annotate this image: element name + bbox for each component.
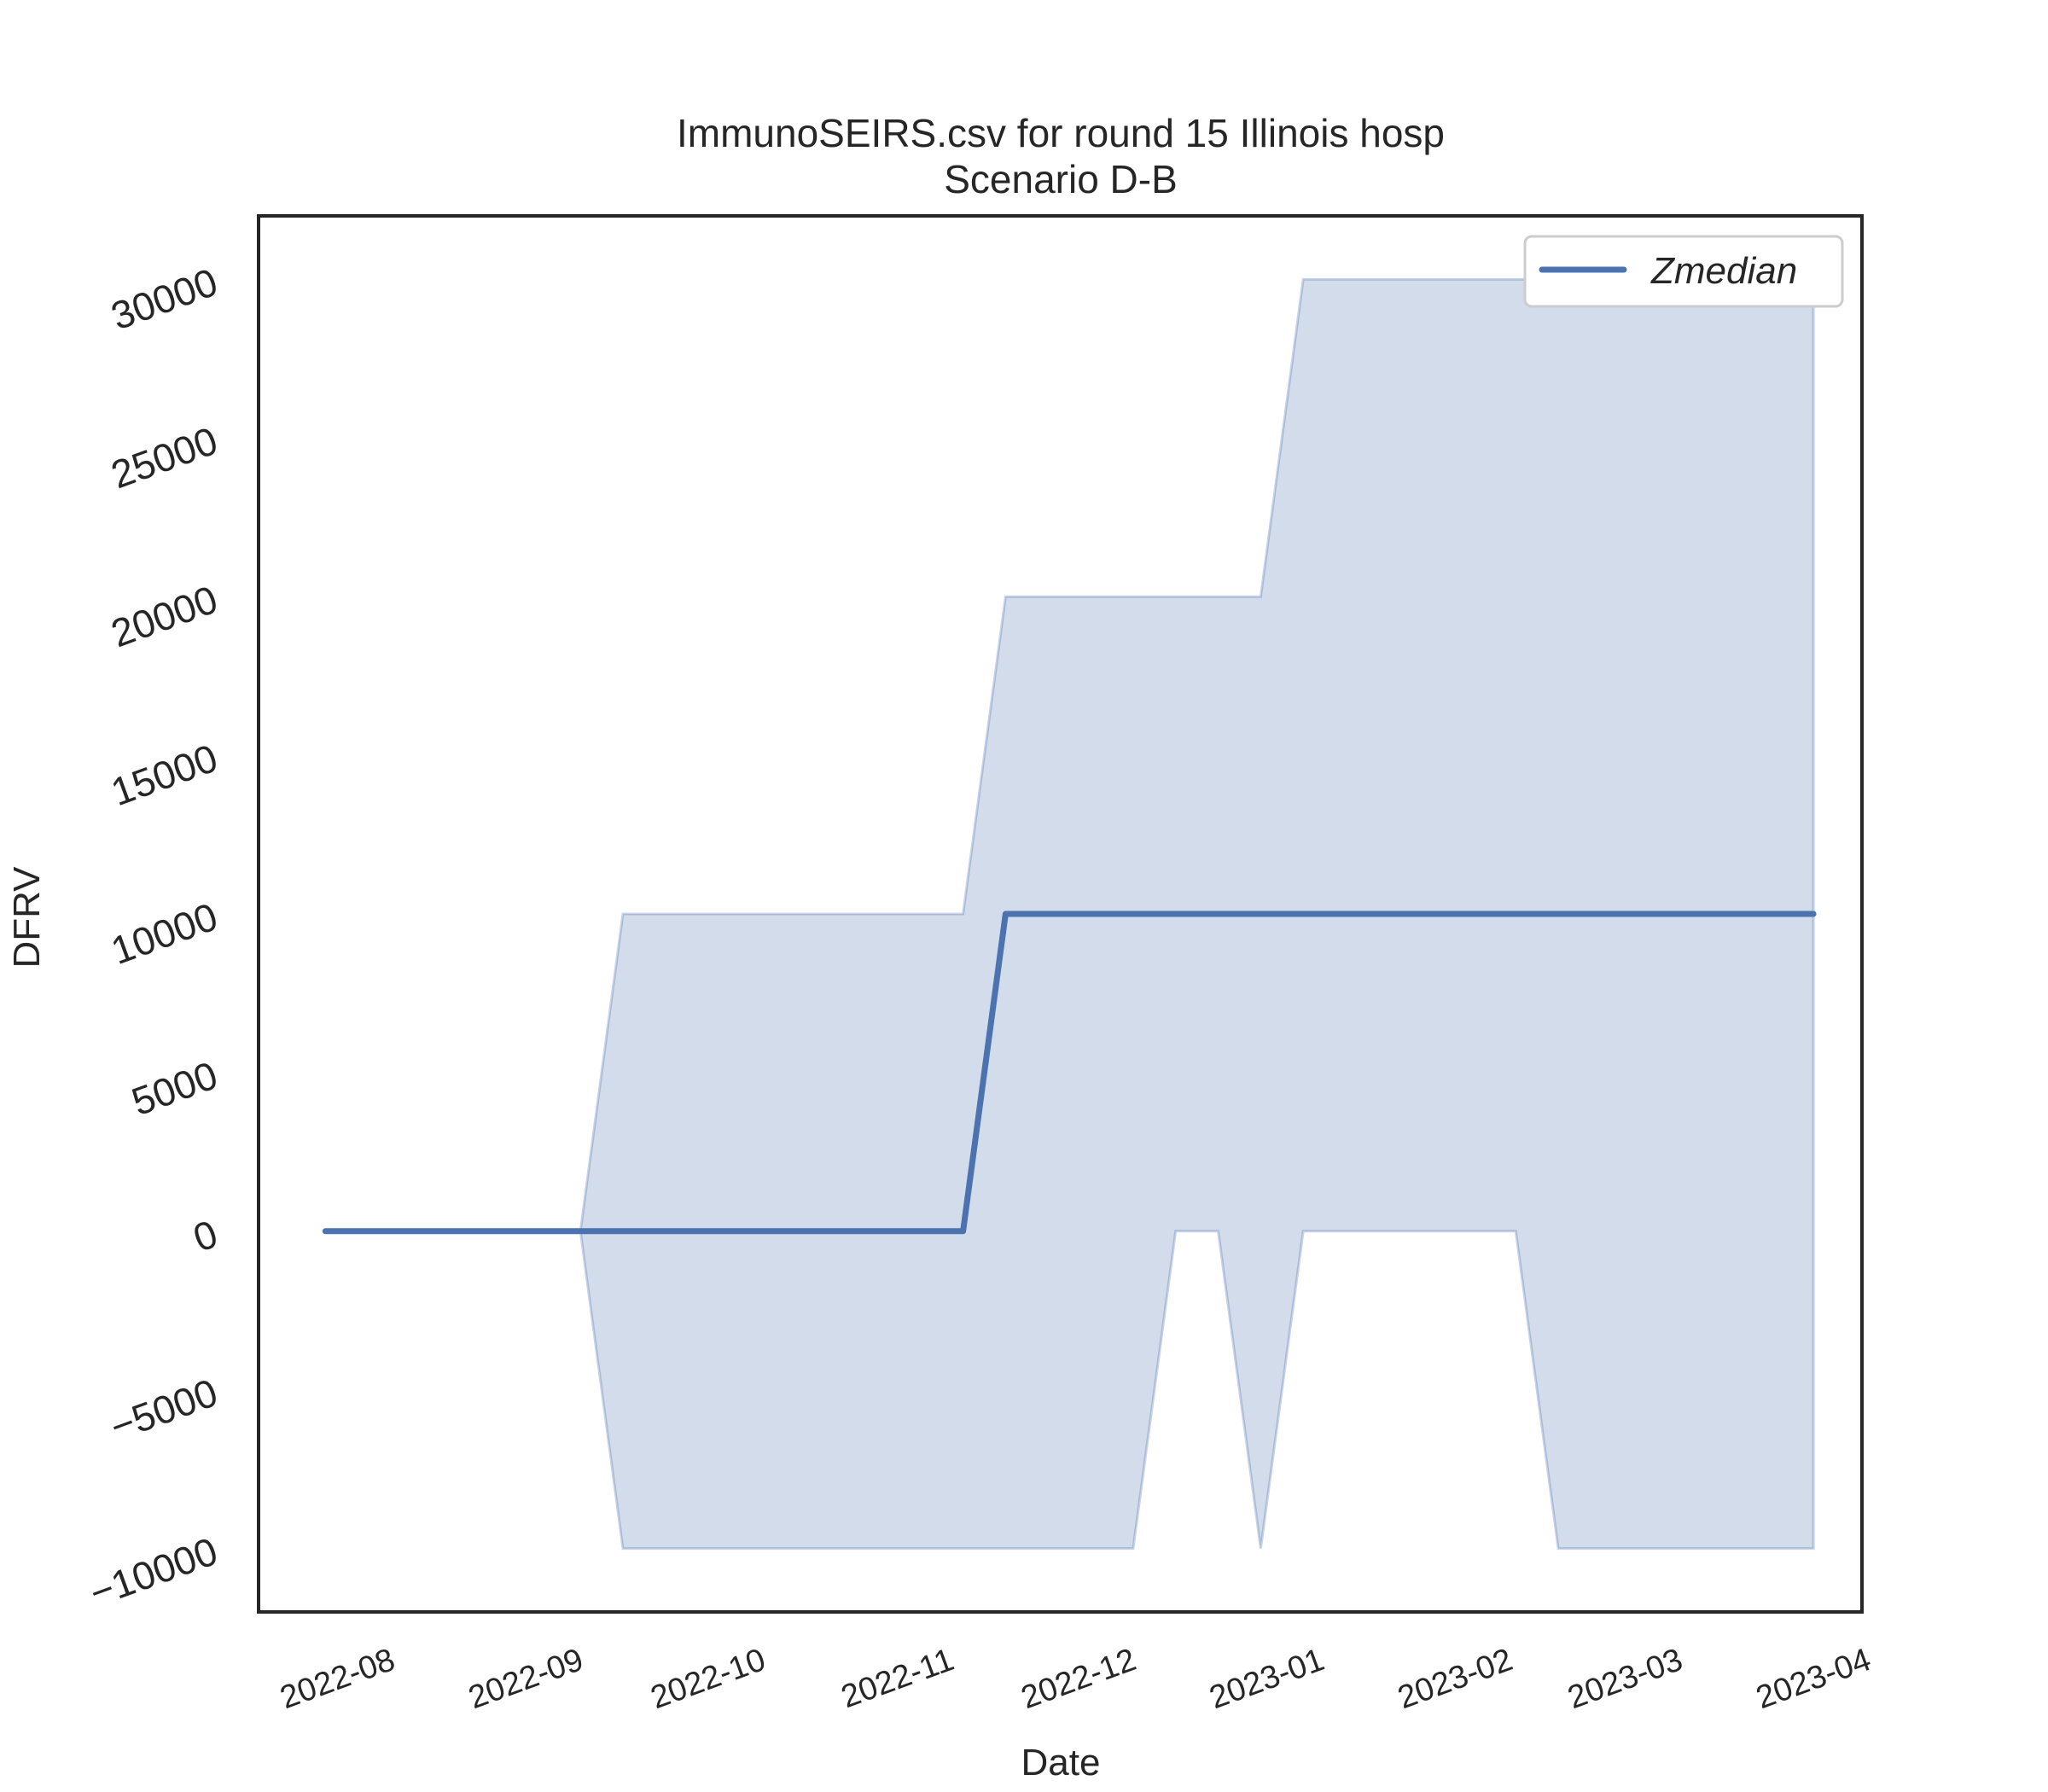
- y-axis-ticks: −10000 −5000 0 5000 10000 15000 20000 25000 3000…: [84, 259, 223, 1615]
- x-tick-label: 2022-08: [276, 1642, 399, 1716]
- x-axis-label: Date: [1021, 1742, 1101, 1783]
- x-tick-label: 2022-12: [1016, 1642, 1140, 1716]
- x-axis-ticks: 2022-08 2022-09 2022-10 2022-11 2022-12 2023-…: [276, 1642, 1876, 1716]
- plot-frame: [257, 214, 1864, 1614]
- x-tick-label: 2023-04: [1752, 1642, 1876, 1716]
- x-tick-label: 2022-10: [646, 1642, 770, 1716]
- x-tick-label: 2023-02: [1393, 1642, 1517, 1716]
- y-tick-label: 0: [188, 1211, 224, 1260]
- series-line-zmedian: [322, 911, 1817, 1235]
- y-tick-label: 20000: [105, 577, 223, 656]
- y-tick-label: −5000: [104, 1370, 223, 1449]
- legend-box: [1523, 235, 1844, 308]
- chart-subtitle: Scenario D-B: [944, 157, 1178, 201]
- x-tick-label: 2022-11: [837, 1642, 959, 1715]
- legend: Zmedian: [1523, 235, 1844, 308]
- x-tick-label: 2022-09: [464, 1642, 588, 1716]
- y-tick-label: 5000: [125, 1052, 223, 1124]
- y-tick-label: 10000: [105, 894, 223, 974]
- chart-title: ImmunoSEIRS.csv for round 15 Illinois ho…: [677, 111, 1445, 155]
- y-tick-label: 25000: [105, 418, 223, 497]
- plot-area: [322, 277, 1817, 1551]
- y-axis-label: DFRV: [6, 866, 48, 969]
- x-tick-label: 2023-01: [1205, 1642, 1329, 1716]
- x-tick-label: 2023-03: [1563, 1642, 1687, 1716]
- legend-entry-zmedian: Zmedian: [1650, 250, 1797, 292]
- y-tick-label: 15000: [105, 736, 223, 815]
- y-tick-label: −10000: [84, 1528, 223, 1615]
- y-tick-label: 30000: [105, 259, 223, 339]
